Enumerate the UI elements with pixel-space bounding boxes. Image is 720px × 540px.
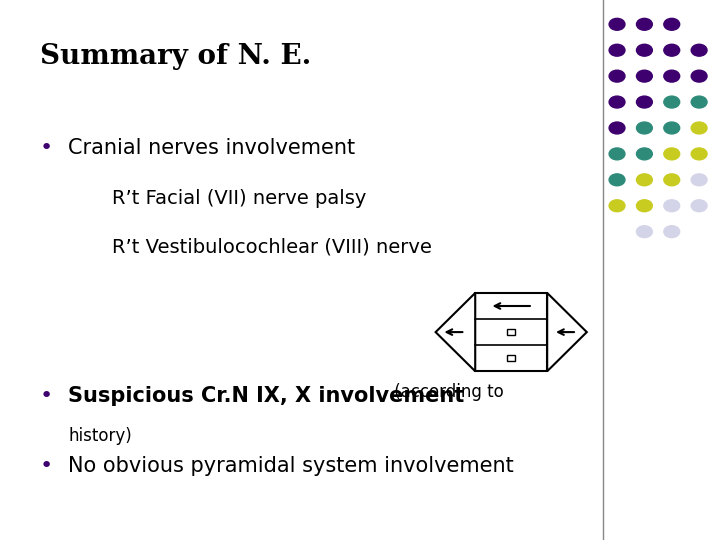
Circle shape <box>664 96 680 108</box>
Circle shape <box>609 44 625 56</box>
Text: •: • <box>40 386 53 406</box>
Circle shape <box>636 70 652 82</box>
Text: Suspicious Cr.N IX, X involvement: Suspicious Cr.N IX, X involvement <box>68 386 464 406</box>
Circle shape <box>609 200 625 212</box>
Text: Summary of N. E.: Summary of N. E. <box>40 43 311 70</box>
Circle shape <box>609 18 625 30</box>
Circle shape <box>691 70 707 82</box>
Polygon shape <box>436 293 475 372</box>
Circle shape <box>636 122 652 134</box>
Circle shape <box>664 200 680 212</box>
Circle shape <box>636 226 652 238</box>
Circle shape <box>636 18 652 30</box>
Circle shape <box>691 200 707 212</box>
Text: R’t Vestibulocochlear (VIII) nerve: R’t Vestibulocochlear (VIII) nerve <box>112 238 431 256</box>
Text: (according to: (according to <box>389 383 503 401</box>
Circle shape <box>664 226 680 238</box>
Bar <box>475 293 547 372</box>
Circle shape <box>691 96 707 108</box>
Circle shape <box>664 18 680 30</box>
Circle shape <box>691 174 707 186</box>
Circle shape <box>664 44 680 56</box>
Circle shape <box>609 174 625 186</box>
Circle shape <box>691 148 707 160</box>
Text: Cranial nerves involvement: Cranial nerves involvement <box>68 138 356 158</box>
Circle shape <box>636 44 652 56</box>
Circle shape <box>636 148 652 160</box>
Circle shape <box>609 122 625 134</box>
Text: •: • <box>40 456 53 476</box>
Circle shape <box>664 174 680 186</box>
Circle shape <box>691 122 707 134</box>
Polygon shape <box>547 293 587 372</box>
Text: •: • <box>40 138 53 158</box>
Bar <box>507 329 516 335</box>
Circle shape <box>664 122 680 134</box>
Circle shape <box>636 174 652 186</box>
Bar <box>507 355 516 361</box>
Circle shape <box>664 148 680 160</box>
Text: R’t Facial (VII) nerve palsy: R’t Facial (VII) nerve palsy <box>112 189 366 208</box>
Circle shape <box>636 200 652 212</box>
Circle shape <box>609 70 625 82</box>
Circle shape <box>664 70 680 82</box>
Circle shape <box>691 44 707 56</box>
Circle shape <box>636 96 652 108</box>
Text: No obvious pyramidal system involvement: No obvious pyramidal system involvement <box>68 456 514 476</box>
Circle shape <box>609 96 625 108</box>
Circle shape <box>609 148 625 160</box>
Text: history): history) <box>68 427 132 444</box>
